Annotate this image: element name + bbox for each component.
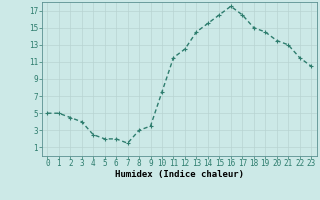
X-axis label: Humidex (Indice chaleur): Humidex (Indice chaleur) xyxy=(115,170,244,179)
